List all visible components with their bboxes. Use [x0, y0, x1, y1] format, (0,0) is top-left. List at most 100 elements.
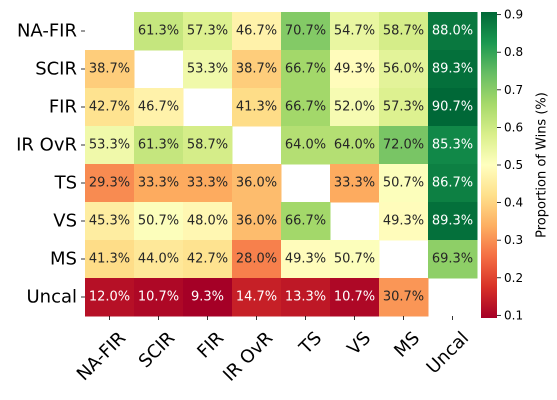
cell-value-label: 33.3% — [187, 176, 228, 191]
row-label: FIR — [49, 97, 77, 118]
cell-value-label: 69.3% — [432, 252, 473, 267]
heatmap-cell — [183, 202, 233, 241]
heatmap-cell — [183, 126, 233, 165]
cell-value-label: 53.3% — [89, 138, 130, 153]
colorbar-tick-label: 0.9 — [504, 8, 523, 22]
heatmap-cell — [232, 50, 282, 89]
column-label: MS — [390, 328, 424, 362]
colorbar-tick-label: 0.2 — [504, 271, 523, 285]
heatmap-cell — [183, 50, 233, 89]
cell-value-label: 44.0% — [138, 252, 179, 267]
cell-value-label: 70.7% — [285, 24, 326, 39]
cell-value-label: 58.7% — [187, 138, 228, 153]
cell-value-label: 52.0% — [334, 100, 375, 115]
heatmap-cell — [330, 240, 380, 279]
heatmap-cell — [330, 164, 380, 203]
heatmap-cell — [232, 164, 282, 203]
heatmap-cell — [281, 88, 331, 127]
heatmap-cell — [183, 278, 233, 317]
heatmap-cell — [428, 240, 478, 279]
heatmap-cell — [379, 88, 429, 127]
cell-value-label: 33.3% — [138, 176, 179, 191]
heatmap-cell — [330, 126, 380, 165]
colorbar-tick-label: 0.4 — [504, 196, 523, 210]
heatmap-cell — [232, 12, 282, 51]
colorbar: 0.1 0.2 0.3 0.4 0.5 0.6 0.7 0.8 0.9 Proportion o… — [481, 8, 550, 322]
cell-value-label: 50.7% — [334, 252, 375, 267]
heatmap-cell — [134, 88, 184, 127]
heatmap-cell — [232, 88, 282, 127]
cell-value-label: 66.7% — [285, 62, 326, 77]
heatmap-cell — [330, 12, 380, 51]
cell-value-label: 50.7% — [138, 214, 179, 229]
colorbar-tick-label: 0.1 — [504, 308, 523, 322]
cell-value-label: 49.3% — [285, 252, 326, 267]
cell-value-label: 61.3% — [138, 24, 179, 39]
cell-value-label: 89.3% — [432, 62, 473, 77]
cell-value-label: 36.0% — [236, 214, 277, 229]
colorbar-tick-label: 0.7 — [504, 83, 523, 97]
heatmap-cell — [281, 12, 331, 51]
cell-value-label: 29.3% — [89, 176, 130, 191]
cell-value-label: 42.7% — [187, 252, 228, 267]
heatmap-cell — [379, 202, 429, 241]
heatmap-cell — [183, 240, 233, 279]
row-label: Uncal — [26, 287, 77, 308]
heatmap-cell — [85, 202, 135, 241]
row-label: NA-FIR — [17, 21, 77, 42]
heatmap-cell — [330, 278, 380, 317]
heatmap-cell — [428, 164, 478, 203]
cell-value-label: 90.7% — [432, 100, 473, 115]
cell-value-label: 28.0% — [236, 252, 277, 267]
heatmap-cell — [281, 50, 331, 89]
cell-value-label: 14.7% — [236, 290, 277, 305]
cell-value-label: 64.0% — [334, 138, 375, 153]
heatmap-cell — [134, 202, 184, 241]
heatmap-cell — [232, 240, 282, 279]
cell-value-label: 9.3% — [191, 290, 224, 305]
heatmap-cell — [379, 50, 429, 89]
cell-value-label: 57.3% — [187, 24, 228, 39]
colorbar-label: Proportion of Wins (%) — [535, 92, 550, 238]
row-label: TS — [54, 173, 77, 194]
heatmap-cell — [85, 50, 135, 89]
cell-value-label: 88.0% — [432, 24, 473, 39]
heatmap-cell — [281, 240, 331, 279]
heatmap-cell — [428, 126, 478, 165]
heatmap-cell — [379, 278, 429, 317]
cell-value-label: 64.0% — [285, 138, 326, 153]
cell-value-label: 46.7% — [236, 24, 277, 39]
column-label: IR OvR — [219, 328, 277, 386]
heatmap-cell — [134, 12, 184, 51]
heatmap-cells: 61.3% 57.3% 46.7% 70.7% 54.7% 58.7% 88.0% 38.7%… — [85, 12, 478, 317]
cell-value-label: 42.7% — [89, 100, 130, 115]
cell-value-label: 85.3% — [432, 138, 473, 153]
column-label: Uncal — [423, 328, 474, 379]
column-label: NA-FIR — [73, 328, 130, 385]
cell-value-label: 57.3% — [383, 100, 424, 115]
cell-value-label: 48.0% — [187, 214, 228, 229]
cell-value-label: 58.7% — [383, 24, 424, 39]
colorbar-tick-label: 0.3 — [504, 233, 523, 247]
row-labels: NA-FIR SCIR FIR IR OvR TS VS MS Uncal — [16, 21, 85, 308]
cell-value-label: 10.7% — [138, 290, 179, 305]
colorbar-ticks: 0.1 0.2 0.3 0.4 0.5 0.6 0.7 0.8 0.9 — [497, 8, 523, 322]
heatmap-cell — [85, 278, 135, 317]
cell-value-label: 10.7% — [334, 290, 375, 305]
cell-value-label: 46.7% — [138, 100, 179, 115]
column-label: TS — [295, 328, 326, 359]
heatmap-cell — [134, 240, 184, 279]
colorbar-tick-label: 0.8 — [504, 45, 523, 59]
heatmap-cell — [330, 50, 380, 89]
heatmap-cell — [428, 50, 478, 89]
heatmap-cell — [134, 278, 184, 317]
cell-value-label: 38.7% — [89, 62, 130, 77]
heatmap-cell — [379, 164, 429, 203]
row-label: IR OvR — [16, 135, 77, 156]
cell-value-label: 86.7% — [432, 176, 473, 191]
cell-value-label: 41.3% — [89, 252, 130, 267]
column-label: VS — [343, 328, 375, 360]
heatmap-cell — [183, 12, 233, 51]
